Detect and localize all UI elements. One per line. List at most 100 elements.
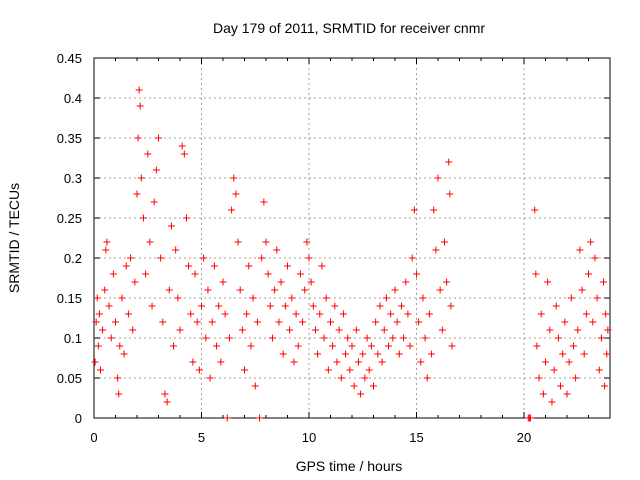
- data-point: [354, 358, 362, 366]
- data-point: [258, 254, 266, 262]
- data-point: [174, 294, 182, 302]
- data-point: [593, 294, 601, 302]
- data-point: [544, 278, 552, 286]
- data-point: [198, 302, 205, 310]
- data-point: [195, 366, 203, 374]
- y-tick-label: 0.05: [57, 371, 82, 386]
- data-point: [228, 206, 236, 214]
- data-point: [134, 134, 142, 142]
- data-point: [213, 342, 221, 350]
- data-point: [361, 374, 369, 382]
- data-point: [155, 134, 162, 142]
- data-point: [115, 390, 123, 398]
- data-point: [314, 350, 322, 358]
- data-point: [122, 262, 130, 270]
- data-point: [148, 302, 156, 310]
- data-point: [251, 382, 259, 390]
- data-point: [187, 310, 195, 318]
- data-point: [417, 358, 425, 366]
- data-point: [91, 358, 99, 366]
- data-point: [446, 190, 454, 198]
- data-point: [99, 326, 107, 334]
- data-point: [279, 350, 287, 358]
- data-point: [580, 350, 588, 358]
- data-point: [223, 414, 231, 422]
- data-point: [542, 358, 549, 366]
- data-point: [565, 358, 573, 366]
- data-point: [548, 398, 556, 406]
- data-point: [208, 318, 216, 326]
- data-point: [290, 358, 298, 366]
- data-point: [402, 278, 410, 286]
- data-point: [127, 254, 135, 262]
- x-tick-label: 15: [409, 430, 423, 445]
- data-point: [107, 334, 115, 342]
- data-point: [215, 302, 223, 310]
- data-point: [204, 286, 212, 294]
- data-point: [172, 246, 180, 254]
- data-point: [264, 270, 272, 278]
- data-point: [406, 342, 414, 350]
- data-point: [567, 294, 575, 302]
- data-point: [357, 390, 365, 398]
- data-point: [273, 246, 281, 254]
- data-point: [260, 198, 268, 206]
- data-point: [139, 214, 147, 222]
- data-point: [167, 222, 175, 230]
- data-point: [331, 302, 339, 310]
- data-point: [443, 278, 451, 286]
- data-point: [144, 150, 152, 158]
- data-point: [404, 310, 412, 318]
- data-point: [180, 150, 188, 158]
- data-point: [277, 278, 285, 286]
- x-axis-tick-labels: 0 5 10 15 20: [90, 430, 531, 445]
- data-point: [165, 286, 173, 294]
- data-point: [185, 262, 193, 270]
- data-point: [374, 350, 382, 358]
- data-point: [316, 310, 324, 318]
- data-point: [448, 342, 456, 350]
- data-point: [438, 326, 446, 334]
- data-point: [552, 302, 560, 310]
- data-point: [299, 318, 307, 326]
- data-point: [103, 238, 111, 246]
- data-point: [603, 350, 611, 358]
- axis-ticks: [93, 57, 611, 419]
- data-point: [93, 294, 101, 302]
- data-point: [236, 286, 244, 294]
- y-axis-label: SRMTID / TECUs: [6, 183, 22, 293]
- data-point: [234, 238, 242, 246]
- data-point: [163, 398, 171, 406]
- data-point: [421, 334, 429, 342]
- data-point: [191, 270, 199, 278]
- data-point: [170, 342, 178, 350]
- y-tick-label: 0.3: [64, 171, 82, 186]
- x-tick-label: 20: [517, 430, 531, 445]
- data-point: [133, 190, 141, 198]
- data-point: [249, 294, 257, 302]
- data-points: [91, 86, 612, 422]
- data-point: [335, 326, 343, 334]
- data-point: [436, 286, 444, 294]
- data-point: [159, 318, 167, 326]
- data-point: [440, 238, 448, 246]
- y-tick-label: 0: [75, 411, 82, 426]
- data-point: [537, 310, 545, 318]
- data-point: [135, 86, 143, 94]
- data-point: [189, 358, 197, 366]
- data-point: [307, 278, 315, 286]
- data-point: [535, 374, 543, 382]
- data-point: [344, 334, 352, 342]
- chart-title: Day 179 of 2011, SRMTID for receiver cnm…: [213, 20, 485, 36]
- data-point: [563, 390, 571, 398]
- data-point: [339, 310, 347, 318]
- data-point: [286, 326, 294, 334]
- data-point: [447, 302, 455, 310]
- y-tick-label: 0.1: [64, 331, 82, 346]
- data-point: [245, 262, 253, 270]
- data-point: [94, 342, 102, 350]
- data-point: [400, 334, 408, 342]
- data-point: [600, 278, 608, 286]
- data-point: [561, 318, 569, 326]
- data-point: [137, 174, 145, 182]
